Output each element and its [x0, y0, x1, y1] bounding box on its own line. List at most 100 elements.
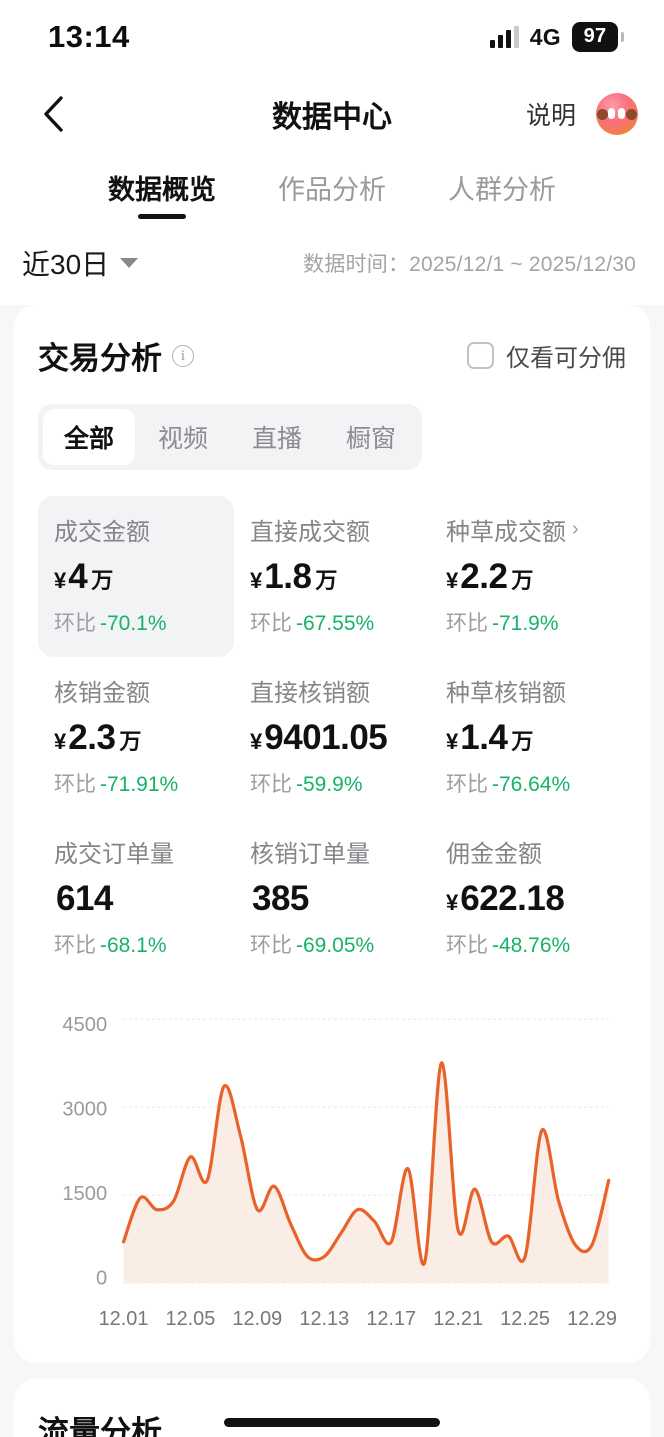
metric-delta: 环比 -70.1% — [54, 607, 220, 637]
metric-commission-amount[interactable]: 佣金金额 ¥ 622.18 环比 -48.76% — [430, 818, 626, 979]
metric-value: ¥ 1.8 万 — [250, 557, 416, 597]
chevron-right-icon[interactable]: › — [572, 518, 579, 540]
trade-analysis-card: 交易分析 i 仅看可分佣 全部 视频 直播 橱窗 成交金额 ¥ 4 万 — [14, 305, 650, 1363]
metric-label: 直接核销额 — [250, 673, 416, 708]
status-indicators: 4G 97 — [489, 22, 618, 52]
metric-seeding-gmv[interactable]: 种草成交额 › ¥ 2.2 万 环比 -71.9% — [430, 496, 626, 657]
metric-direct-redeemed[interactable]: 直接核销额 ¥ 9401.05 环比 -59.9% — [234, 657, 430, 818]
metric-delta: 环比 -67.55% — [250, 607, 416, 637]
data-time-label: 数据时间：2025/12/1 ~ 2025/12/30 — [303, 253, 636, 276]
metric-delta: 环比 -71.91% — [54, 768, 220, 798]
metric-value: ¥ 9401.05 — [250, 718, 416, 758]
traffic-card-title: 流量分析 — [38, 1415, 162, 1437]
currency-symbol: ¥ — [54, 568, 67, 593]
avatar-ear-left — [597, 109, 608, 120]
segment-video[interactable]: 视频 — [158, 425, 209, 453]
metric-number: 622.18 — [460, 879, 565, 918]
metric-delta: 环比 -69.05% — [250, 929, 416, 959]
metric-number: 4 — [68, 557, 88, 596]
info-circle-icon[interactable]: i — [172, 344, 194, 367]
metric-delta-label: 环比 — [250, 773, 292, 796]
segment-live[interactable]: 直播 — [252, 425, 303, 453]
metric-label: 种草成交额 › — [446, 512, 612, 547]
metric-number: 9401.05 — [264, 718, 388, 757]
metric-delta-label: 环比 — [54, 934, 96, 957]
metric-delta: 环比 -76.64% — [446, 768, 612, 798]
chevron-down-icon — [120, 258, 139, 268]
chart-x-axis: 12.01 12.05 12.09 12.13 12.17 12.21 12.25 12.29 — [99, 1308, 617, 1330]
trade-card-title-wrap: 交易分析 i — [38, 333, 194, 378]
metric-label-text: 直接核销额 — [250, 680, 370, 707]
metric-value: ¥ 2.3 万 — [54, 718, 220, 758]
metric-delta-label: 环比 — [446, 934, 488, 957]
metric-delta: 环比 -48.76% — [446, 929, 612, 959]
chart-y-tick-label: 4500 — [62, 1014, 107, 1036]
chart-x-tick-label: 12.09 — [232, 1308, 282, 1330]
chart-x-tick-label: 12.01 — [99, 1308, 149, 1330]
tab-content-analysis[interactable]: 作品分析 — [278, 175, 386, 205]
metric-seeding-redeemed[interactable]: 种草核销额 ¥ 1.4 万 环比 -76.64% — [430, 657, 626, 818]
trend-chart[interactable]: 0 1500 3000 4500 12.01 12.05 12.09 12.13 12.17 1… — [38, 1001, 626, 1353]
metric-delta-value: -76.64% — [492, 773, 571, 796]
metric-unit: 万 — [315, 568, 338, 593]
metric-label-text: 核销订单量 — [250, 841, 370, 868]
chart-y-tick-label: 1500 — [62, 1183, 107, 1205]
metric-label: 核销金额 — [54, 673, 220, 708]
metric-delta-value: -71.9% — [492, 612, 559, 635]
nav-bar: 数据中心 说明 — [0, 74, 664, 154]
segment-showcase[interactable]: 橱窗 — [346, 425, 397, 453]
status-bar: 13:14 4G 97 — [0, 0, 664, 74]
chart-x-tick-label: 12.25 — [500, 1308, 550, 1330]
tab-bar: 数据概览 作品分析 人群分析 — [0, 154, 664, 227]
segment-all[interactable]: 全部 — [43, 409, 136, 465]
battery-icon: 97 — [572, 22, 618, 52]
commission-filter-checkbox[interactable]: 仅看可分佣 — [467, 338, 626, 373]
metric-label: 直接成交额 — [250, 512, 416, 547]
metric-label-text: 核销金额 — [54, 680, 150, 707]
currency-symbol: ¥ — [250, 729, 263, 754]
metric-order-count[interactable]: 成交订单量 614 环比 -68.1% — [38, 818, 234, 979]
trade-card-header: 交易分析 i 仅看可分佣 — [38, 333, 626, 378]
metric-value: ¥ 4 万 — [54, 557, 220, 597]
chart-area-fill — [123, 1062, 609, 1283]
metric-value: 614 — [54, 879, 220, 919]
help-button[interactable]: 说明 — [525, 102, 576, 130]
network-type-label: 4G — [529, 23, 561, 50]
metric-label-text: 种草核销额 — [446, 680, 566, 707]
metric-number: 1.8 — [264, 557, 312, 596]
metric-delta-value: -48.76% — [492, 934, 571, 957]
metric-gmv[interactable]: 成交金额 ¥ 4 万 环比 -70.1% — [38, 496, 234, 657]
date-range-picker[interactable]: 近30日 — [22, 243, 139, 283]
metric-delta-label: 环比 — [446, 773, 488, 796]
currency-symbol: ¥ — [446, 890, 459, 915]
metric-unit: 万 — [91, 568, 114, 593]
metrics-grid: 成交金额 ¥ 4 万 环比 -70.1% 直接成交额 ¥ 1.8 万 — [38, 496, 626, 979]
metric-redeemed-amount[interactable]: 核销金额 ¥ 2.3 万 环比 -71.91% — [38, 657, 234, 818]
metric-value: ¥ 1.4 万 — [446, 718, 612, 758]
metric-delta-label: 环比 — [446, 612, 488, 635]
metric-label: 核销订单量 — [250, 834, 416, 869]
metric-number: 614 — [56, 879, 113, 918]
tab-audience-analysis[interactable]: 人群分析 — [448, 175, 556, 205]
checkbox-unchecked-icon[interactable] — [467, 342, 494, 369]
commission-filter-label: 仅看可分佣 — [506, 345, 626, 372]
metric-label: 成交订单量 — [54, 834, 220, 869]
back-button[interactable] — [30, 91, 76, 137]
tab-data-overview[interactable]: 数据概览 — [108, 168, 216, 221]
home-indicator — [224, 1418, 440, 1427]
metric-delta-label: 环比 — [54, 773, 96, 796]
metric-label-text: 佣金金额 — [446, 841, 542, 868]
metric-unit: 万 — [119, 729, 142, 754]
chart-line — [124, 1063, 609, 1265]
metric-redeemed-order-count[interactable]: 核销订单量 385 环比 -69.05% — [234, 818, 430, 979]
metric-unit: 万 — [511, 568, 534, 593]
avatar[interactable] — [596, 93, 638, 135]
metric-delta: 环比 -71.9% — [446, 607, 612, 637]
filter-row: 近30日 数据时间：2025/12/1 ~ 2025/12/30 — [0, 227, 664, 305]
trade-segmented-control: 全部 视频 直播 橱窗 — [38, 404, 423, 470]
metric-direct-gmv[interactable]: 直接成交额 ¥ 1.8 万 环比 -67.55% — [234, 496, 430, 657]
chart-x-tick-label: 12.05 — [166, 1308, 216, 1330]
metric-label-text: 成交金额 — [54, 519, 150, 546]
metric-delta: 环比 -59.9% — [250, 768, 416, 798]
